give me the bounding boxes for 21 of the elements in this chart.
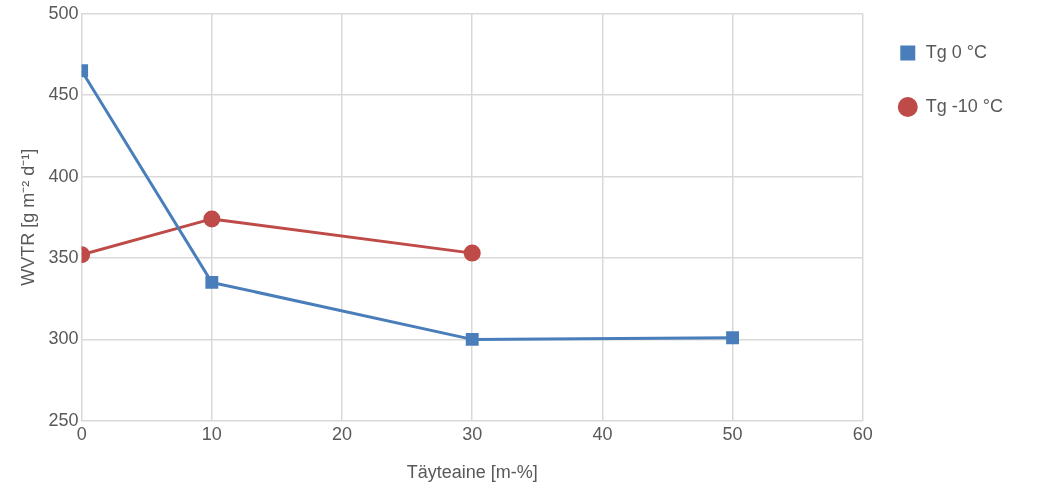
y-tick-label: 300 [48,328,79,349]
legend-label: Tg -10 °C [925,95,1004,116]
x-tick-label: 60 [852,423,873,444]
y-tick-label: 350 [48,246,79,267]
y-tick-label: 500 [48,2,79,23]
x-tick-label: 30 [462,423,483,444]
y-tick-label: 250 [48,409,79,430]
x-tick-label: 50 [722,423,743,444]
x-tick-label: 10 [201,423,222,444]
y-axis-title: WVTR [g m⁻² d⁻¹] [17,148,38,286]
point [463,244,481,262]
legend-label: Tg 0 °C [925,41,987,62]
x-tick-label: 20 [332,423,353,444]
y-tick-label: 400 [48,165,79,186]
y-tick-label: 450 [48,84,79,105]
x-axis-title: Täyteaine [m-%] [406,462,538,483]
point [465,332,479,346]
point [203,210,221,228]
point [205,275,219,289]
x-tick-label: 40 [592,423,613,444]
x-tick-label: 0 [76,423,87,444]
